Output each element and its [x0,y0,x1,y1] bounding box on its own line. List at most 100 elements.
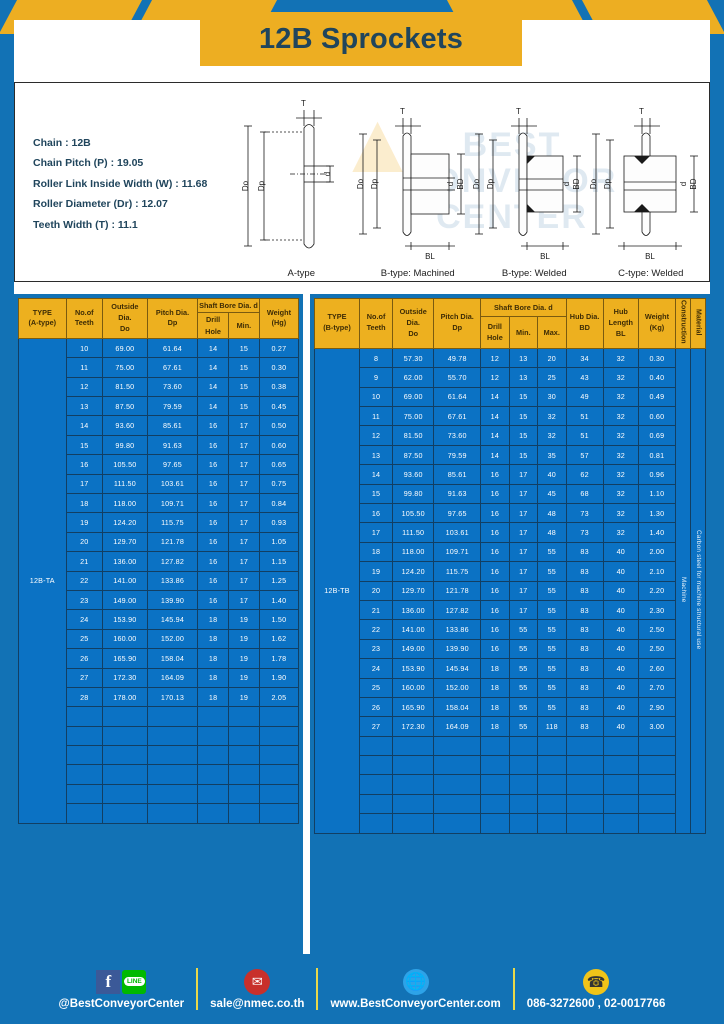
cell: 43 [565,367,604,388]
specification-box: Chain : 12B Chain Pitch (P) : 19.05 Roll… [14,82,710,282]
cell: 55 [537,561,567,582]
table-row: 20 129.70 121.78 16 17 1.05 [19,531,300,553]
facebook-icon[interactable]: f [96,969,121,994]
cell: 97.65 [433,502,482,524]
cell: 14 [197,396,229,417]
cell-empty [508,755,539,776]
th-a-teeth-l2: Teeth [74,318,94,328]
cell: 19 [227,628,260,650]
cell-empty [433,793,482,815]
spec-teeth: Teeth Width (T) : 11.1 [33,218,138,231]
cell: 55 [508,638,539,660]
cell: 16 [197,589,229,611]
cell: 16 [480,561,510,582]
cell: 26 [65,648,103,669]
phone-icon[interactable]: ☎ [583,968,610,995]
cell: 124.20 [392,561,435,582]
cell: 51 [565,425,604,446]
th-a-outside-l1: Outside [111,302,139,312]
cell: 15 [508,386,539,408]
cell-empty [602,793,639,815]
cell: 40 [602,638,639,660]
cell: 118.00 [392,541,435,563]
cell: 40 [602,696,639,718]
cell: 55 [537,541,567,563]
cell-empty [197,745,229,766]
cell: 40 [602,716,639,737]
cell-empty [358,774,394,795]
cell: 160.00 [392,677,435,698]
cell: 79.59 [146,396,199,417]
cell-empty [227,764,260,785]
cell-empty [537,774,567,795]
svg-text:Do: Do [472,178,481,189]
cell-empty [227,803,260,824]
mail-icon[interactable]: ✉ [244,968,271,995]
cell-empty [637,793,677,815]
th-b-pitch: Pitch Dia. Dp [433,298,482,349]
table-row: 11 75.00 67.61 14 15 32 51 32 0.60 [315,406,706,427]
cell-empty [101,725,148,747]
th-b-outside: Outside Dia. Do [392,298,435,349]
cell: 109.71 [433,541,482,563]
cell-empty [197,725,229,747]
cell: 13 [358,444,394,466]
th-b-hub-dia-l1: Hub Dia. [569,312,600,322]
footer-social[interactable]: f LINE @BestConveyorCenter [47,969,197,1010]
cell: 55 [537,696,567,718]
cell-empty [101,706,148,727]
cell: 14 [480,425,510,446]
footer-website[interactable]: 🌐 www.BestConveyorCenter.com [318,968,512,1010]
table-row: 25 160.00 152.00 18 55 55 83 40 2.70 [315,677,706,698]
footer-email[interactable]: ✉ sale@nmec.co.th [198,968,316,1010]
construction-cell: Machine [675,347,691,834]
cell: 87.50 [392,444,435,466]
cell: 127.82 [146,551,199,572]
cell: 0.38 [258,376,300,398]
cell: 62 [565,464,604,485]
th-b-weight: Weight (Kg) [637,298,677,349]
line-icon[interactable]: LINE [122,969,147,994]
cell: 0.60 [637,406,677,427]
cell: 51 [565,406,604,427]
table-row: 27 172.30 164.09 18 55 118 83 40 3.00 [315,716,706,737]
table-row: 12 81.50 73.60 14 15 0.38 [19,376,300,398]
cell: 1.78 [258,648,300,669]
svg-text:Dp: Dp [603,178,612,189]
cell-empty [537,793,567,815]
cell: 25 [537,367,567,388]
table-row-empty [315,755,706,776]
cell-empty [565,735,604,757]
th-b-outside-l3: Do [408,328,419,338]
footer-phone[interactable]: ☎ 086-3272600 , 02-0017766 [515,968,678,1010]
cell: 133.86 [146,570,199,591]
cell: 18 [197,686,229,708]
cell: 1.40 [258,589,300,611]
cell-empty [146,783,199,805]
svg-text:BL: BL [645,252,655,261]
cell-empty [508,735,539,757]
type-label-cell: 12B-TA [18,337,67,824]
th-b-min: Min. [508,315,539,349]
table-row: 16 105.50 97.65 16 17 0.65 [19,454,300,475]
th-b-hub-len: Hub Length BL [602,298,639,349]
cell: 32 [537,406,567,427]
table-row: 12 81.50 73.60 14 15 32 51 32 0.69 [315,425,706,446]
cell: 11 [65,357,103,378]
cell: 17 [227,434,260,456]
cell: 1.30 [637,502,677,524]
table-row: 24 153.90 145.94 18 19 1.50 [19,609,300,630]
cell: 22 [358,619,394,640]
cell: 17 [227,493,260,514]
cell-empty [358,755,394,776]
cell: 12 [480,367,510,388]
cell-empty [480,774,510,795]
cell-empty [392,774,435,795]
footer-divider-3 [512,968,515,1010]
cell-empty [565,774,604,795]
cell: 10 [65,337,103,359]
globe-icon[interactable]: 🌐 [402,968,429,995]
cell: 24 [358,658,394,679]
cell-empty [65,764,103,785]
